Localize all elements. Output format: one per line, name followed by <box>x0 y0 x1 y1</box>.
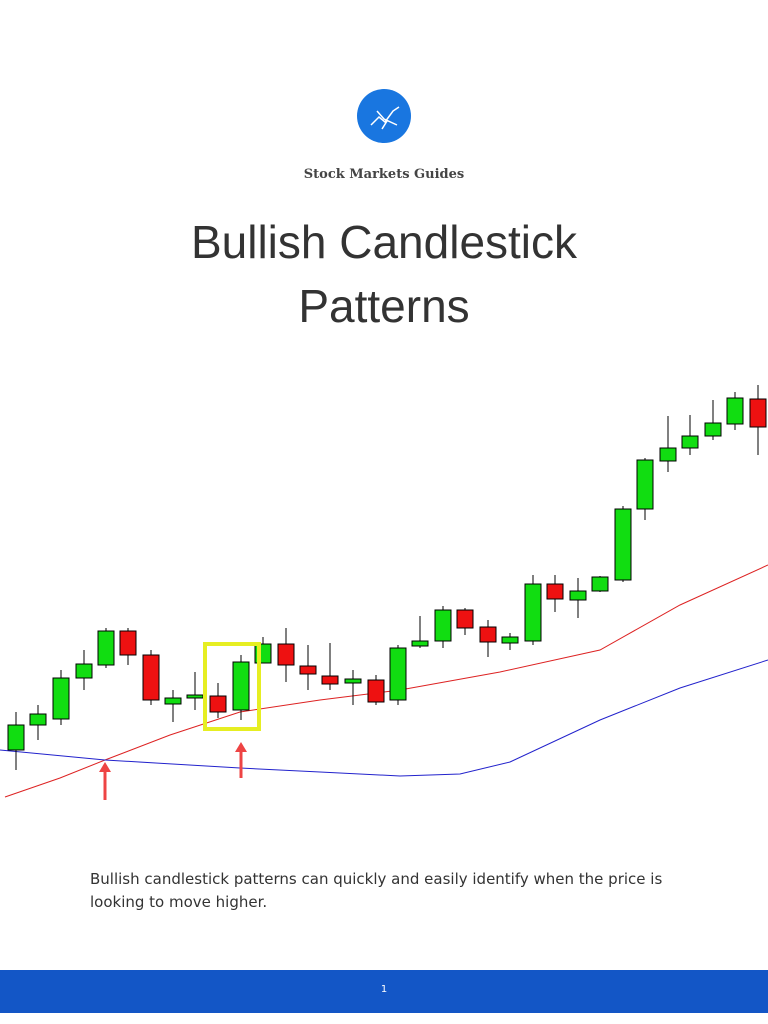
title: Bullish Candlestick Patterns <box>190 216 578 332</box>
candle-body <box>186 694 204 699</box>
candle-body <box>119 630 137 656</box>
page-number: 1 <box>380 984 388 995</box>
candle-body <box>52 677 70 720</box>
candle-body <box>142 654 160 701</box>
arrow-head <box>235 742 247 752</box>
candle-body <box>434 609 452 642</box>
candle-body <box>456 609 474 629</box>
candle-body <box>367 679 385 703</box>
candle-body <box>411 640 429 647</box>
candle-body <box>501 636 519 644</box>
candle-body <box>614 508 632 581</box>
candle-body <box>524 583 542 642</box>
candle-body <box>209 695 227 713</box>
candle-body <box>321 675 339 685</box>
candle-body <box>636 459 654 510</box>
candle-body <box>277 643 295 666</box>
candle-body <box>569 590 587 601</box>
candle-body <box>232 661 250 711</box>
description: Bullish candlestick patterns can quickly… <box>90 870 663 911</box>
logo-icon <box>370 106 400 130</box>
candle-body <box>164 697 182 705</box>
candle-body <box>546 583 564 600</box>
candle-body <box>29 713 47 726</box>
highlight-box <box>203 642 261 731</box>
candle-body <box>591 576 609 592</box>
candle-body <box>389 647 407 701</box>
candle-body <box>7 724 25 751</box>
footer-bar <box>0 970 768 1013</box>
candle-body <box>749 398 767 428</box>
brand: Stock Markets Guides <box>303 167 465 182</box>
candle-body <box>479 626 497 643</box>
candle-body <box>344 678 362 684</box>
candle-body <box>75 663 93 679</box>
candle-body <box>659 447 677 462</box>
candle-body <box>726 397 744 425</box>
chart-illustration <box>0 385 768 800</box>
moving-average-slow <box>0 659 768 777</box>
candle-body <box>704 422 722 437</box>
candle-body <box>97 630 115 666</box>
moving-average-fast <box>4 564 768 798</box>
candle-body <box>681 435 699 449</box>
logo <box>357 89 411 143</box>
arrow-head <box>99 762 111 772</box>
candle-body <box>299 665 317 675</box>
